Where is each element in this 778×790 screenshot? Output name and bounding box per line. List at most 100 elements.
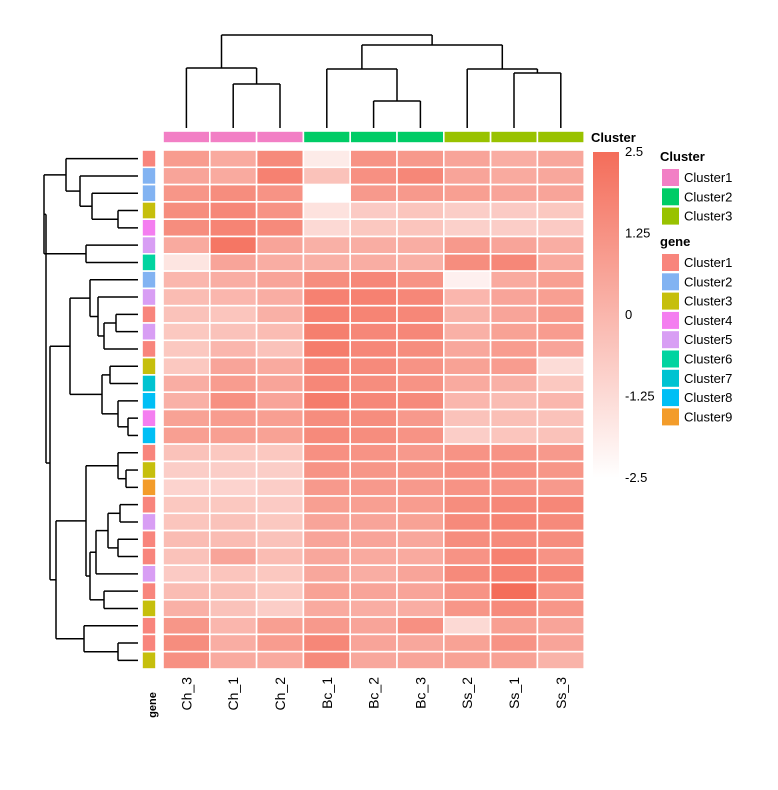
heatmap-cell bbox=[442, 356, 492, 376]
legend-swatch bbox=[662, 331, 679, 349]
row-annotation-cell bbox=[141, 356, 157, 376]
heatmap-cell bbox=[302, 443, 351, 463]
row-annotation-label: gene bbox=[147, 692, 159, 718]
row-annotation-cell bbox=[141, 529, 157, 549]
heatmap-cell bbox=[396, 287, 445, 307]
heatmap-cell bbox=[396, 218, 445, 238]
heatmap-cell bbox=[255, 408, 305, 428]
heatmap-cell bbox=[255, 495, 305, 515]
heatmap-cell bbox=[536, 356, 586, 376]
heatmap-cell bbox=[396, 564, 445, 584]
row-annotation-cell bbox=[141, 581, 157, 601]
heatmap-cell bbox=[536, 616, 586, 636]
heatmap-cell bbox=[162, 287, 211, 307]
heatmap-cell bbox=[489, 512, 539, 532]
heatmap-cell bbox=[162, 564, 211, 584]
heatmap-cell bbox=[162, 322, 211, 342]
column-annotation-cell bbox=[302, 130, 351, 144]
heatmap-cell bbox=[209, 149, 258, 169]
heatmap-cell bbox=[489, 374, 539, 393]
heatmap-cell bbox=[536, 218, 586, 238]
row-annotation-cell bbox=[141, 287, 157, 307]
heatmap-cell bbox=[349, 304, 398, 324]
row-annotation-cell bbox=[141, 512, 157, 532]
heatmap-cell bbox=[536, 253, 586, 272]
heatmap-cell bbox=[536, 425, 586, 445]
heatmap-cell bbox=[396, 616, 445, 636]
row-annotation-cell bbox=[141, 425, 157, 445]
heatmap-cell bbox=[536, 391, 586, 411]
heatmap-cell bbox=[536, 201, 586, 220]
heatmap-cell bbox=[255, 166, 305, 186]
heatmap-cell bbox=[302, 322, 351, 342]
heatmap-cell bbox=[209, 443, 258, 463]
heatmap-cell bbox=[396, 235, 445, 255]
color-scale-tick-label: 1.25 bbox=[625, 226, 650, 241]
heatmap-cell bbox=[396, 201, 445, 220]
heatmap-cell bbox=[536, 149, 586, 169]
row-annotation-cell bbox=[141, 495, 157, 515]
row-annotation-cell bbox=[141, 460, 157, 480]
heatmap-cell bbox=[162, 425, 211, 445]
column-annotation-title: Cluster bbox=[591, 130, 636, 145]
row-annotation-cell bbox=[141, 270, 157, 290]
heatmap-cell bbox=[489, 183, 539, 203]
legend-label: Cluster2 bbox=[684, 274, 732, 289]
heatmap-cell bbox=[536, 581, 586, 601]
row-annotation-cell bbox=[141, 322, 157, 342]
legend-swatch bbox=[662, 254, 679, 271]
heatmap-cell bbox=[349, 564, 398, 584]
heatmap-cell bbox=[442, 270, 492, 290]
heatmap-cell bbox=[255, 270, 305, 290]
heatmap-cell bbox=[302, 304, 351, 324]
heatmap-cell bbox=[255, 633, 305, 653]
heatmap-cell bbox=[536, 460, 586, 480]
heatmap-cell bbox=[209, 616, 258, 636]
heatmap-cell bbox=[255, 547, 305, 567]
heatmap-cell bbox=[489, 322, 539, 342]
column-label: Ss_1 bbox=[506, 677, 522, 709]
heatmap-cell bbox=[162, 616, 211, 636]
heatmap-cell bbox=[255, 425, 305, 445]
heatmap-cell bbox=[255, 477, 305, 497]
row-annotation-cell bbox=[141, 253, 157, 272]
heatmap-cell bbox=[349, 218, 398, 238]
heatmap-cell bbox=[489, 201, 539, 220]
heatmap-cell bbox=[489, 287, 539, 307]
heatmap-cell bbox=[396, 183, 445, 203]
heatmap-cell bbox=[255, 235, 305, 255]
heatmap-cell bbox=[209, 235, 258, 255]
heatmap-cell bbox=[162, 339, 211, 359]
heatmap-cell bbox=[396, 529, 445, 549]
heatmap-cell bbox=[255, 391, 305, 411]
heatmap-cell bbox=[396, 650, 445, 670]
heatmap-cell bbox=[255, 616, 305, 636]
heatmap-cell bbox=[255, 201, 305, 220]
heatmap-cell bbox=[396, 149, 445, 169]
heatmap-cell bbox=[302, 598, 351, 618]
heatmap-cell bbox=[442, 235, 492, 255]
heatmap-cell bbox=[302, 356, 351, 376]
heatmap-cell bbox=[349, 408, 398, 428]
heatmap-cell bbox=[209, 201, 258, 220]
row-annotation-cell bbox=[141, 547, 157, 567]
heatmap-cell bbox=[302, 477, 351, 497]
heatmap-cell bbox=[302, 270, 351, 290]
heatmap-cell bbox=[302, 616, 351, 636]
heatmap-cell bbox=[209, 581, 258, 601]
heatmap-cell bbox=[442, 391, 492, 411]
heatmap-cell bbox=[302, 166, 351, 186]
heatmap-cell bbox=[442, 149, 492, 169]
heatmap-cell bbox=[396, 460, 445, 480]
heatmap-cell bbox=[302, 633, 351, 653]
heatmap-cell bbox=[489, 547, 539, 567]
heatmap-cell bbox=[442, 183, 492, 203]
heatmap-cell bbox=[349, 253, 398, 272]
heatmap-cell bbox=[349, 495, 398, 515]
heatmap-cell bbox=[442, 218, 492, 238]
heatmap-cell bbox=[442, 564, 492, 584]
heatmap-cell bbox=[442, 477, 492, 497]
legend-swatch bbox=[662, 408, 679, 426]
heatmap-cell bbox=[209, 529, 258, 549]
color-scale-tick-label: 0 bbox=[625, 307, 632, 322]
